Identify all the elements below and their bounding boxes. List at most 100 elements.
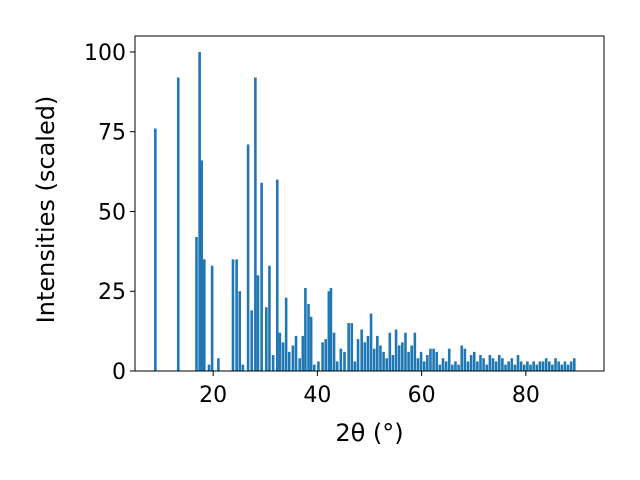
bar-24: [284, 297, 288, 371]
bar-65: [416, 358, 420, 371]
bar-35: [321, 342, 324, 371]
bar-64: [413, 332, 417, 371]
bar-21: [275, 179, 279, 371]
bar-56: [388, 332, 392, 371]
bar-40: [335, 361, 339, 371]
bar-42: [343, 351, 346, 371]
bar-37: [327, 291, 331, 371]
bar-74: [444, 361, 448, 371]
bar-83: [472, 351, 476, 371]
bar-52: [376, 335, 379, 371]
bar-45: [353, 361, 357, 371]
bar-107: [547, 361, 551, 371]
bar-111: [560, 364, 564, 371]
bar-96: [513, 364, 517, 371]
bar-4: [200, 160, 204, 371]
bar-16: [256, 275, 260, 371]
bar-36: [324, 339, 328, 371]
bar-9: [231, 259, 235, 371]
bar-29: [301, 335, 305, 371]
bar-71: [435, 351, 439, 371]
y-tick-label: 100: [84, 41, 126, 66]
bar-61: [404, 332, 407, 371]
x-tick-label: 60: [408, 383, 436, 408]
bar-59: [397, 345, 401, 371]
bar-90: [494, 361, 498, 371]
x-axis-label: 2θ (°): [335, 419, 403, 447]
bar-23: [281, 342, 285, 371]
bar-47: [360, 329, 363, 371]
bar-99: [522, 364, 526, 371]
bar-69: [429, 348, 432, 371]
bar-10: [235, 259, 238, 371]
bar-100: [526, 361, 529, 371]
bar-25: [287, 351, 291, 371]
bar-87: [485, 364, 489, 371]
bar-95: [510, 358, 514, 371]
bar-41: [339, 348, 343, 371]
bar-81: [466, 361, 470, 371]
bar-110: [557, 361, 560, 371]
bar-15: [254, 77, 257, 371]
bar-93: [504, 364, 507, 371]
bar-33: [312, 364, 316, 371]
bar-2: [195, 237, 198, 371]
bar-3: [198, 51, 201, 371]
bar-38: [329, 288, 333, 371]
bar-13: [246, 144, 250, 371]
bar-60: [401, 342, 404, 371]
bar-34: [317, 361, 320, 371]
bar-70: [432, 348, 435, 371]
bar-91: [497, 355, 501, 371]
bar-79: [460, 345, 464, 371]
bar-62: [407, 351, 410, 371]
bar-series: [154, 51, 576, 371]
bar-53: [379, 345, 382, 371]
bar-43: [347, 323, 350, 371]
bar-12: [241, 364, 245, 371]
bar-105: [541, 361, 545, 371]
bar-57: [391, 355, 395, 371]
y-tick-label: 75: [98, 121, 126, 146]
bar-84: [476, 361, 479, 371]
bar-1: [176, 77, 180, 371]
bar-103: [535, 364, 539, 371]
bar-54: [382, 351, 385, 371]
bar-58: [394, 329, 398, 371]
bar-18: [265, 307, 268, 371]
bar-113: [566, 364, 570, 371]
bar-78: [457, 364, 460, 371]
bar-8: [217, 358, 220, 371]
y-axis-label: Intensities (scaled): [32, 96, 60, 324]
bar-51: [372, 348, 376, 371]
bar-55: [385, 358, 388, 371]
bar-14: [250, 310, 254, 371]
y-tick-label: 25: [98, 280, 126, 305]
bar-39: [332, 332, 336, 371]
bar-97: [516, 355, 520, 371]
bar-31: [307, 304, 310, 371]
bar-32: [309, 316, 313, 371]
bar-112: [563, 361, 567, 371]
bar-30: [304, 288, 307, 371]
bar-6: [207, 364, 211, 371]
bar-94: [507, 361, 510, 371]
bar-20: [271, 355, 275, 371]
bar-115: [572, 358, 576, 371]
bar-92: [501, 358, 504, 371]
bar-98: [519, 361, 523, 371]
x-tick-label: 20: [199, 383, 227, 408]
bar-86: [482, 358, 485, 371]
y-axis: 0 25 50 75 100: [84, 41, 135, 385]
y-tick-label: 0: [112, 360, 126, 385]
bar-0: [154, 128, 157, 371]
bar-28: [298, 358, 301, 371]
bar-108: [551, 364, 554, 371]
x-tick-label: 80: [512, 383, 540, 408]
bar-50: [369, 313, 373, 371]
bar-72: [438, 364, 442, 371]
y-tick-label: 50: [98, 200, 126, 225]
bar-63: [410, 345, 414, 371]
bar-48: [363, 342, 367, 371]
bar-89: [491, 358, 495, 371]
